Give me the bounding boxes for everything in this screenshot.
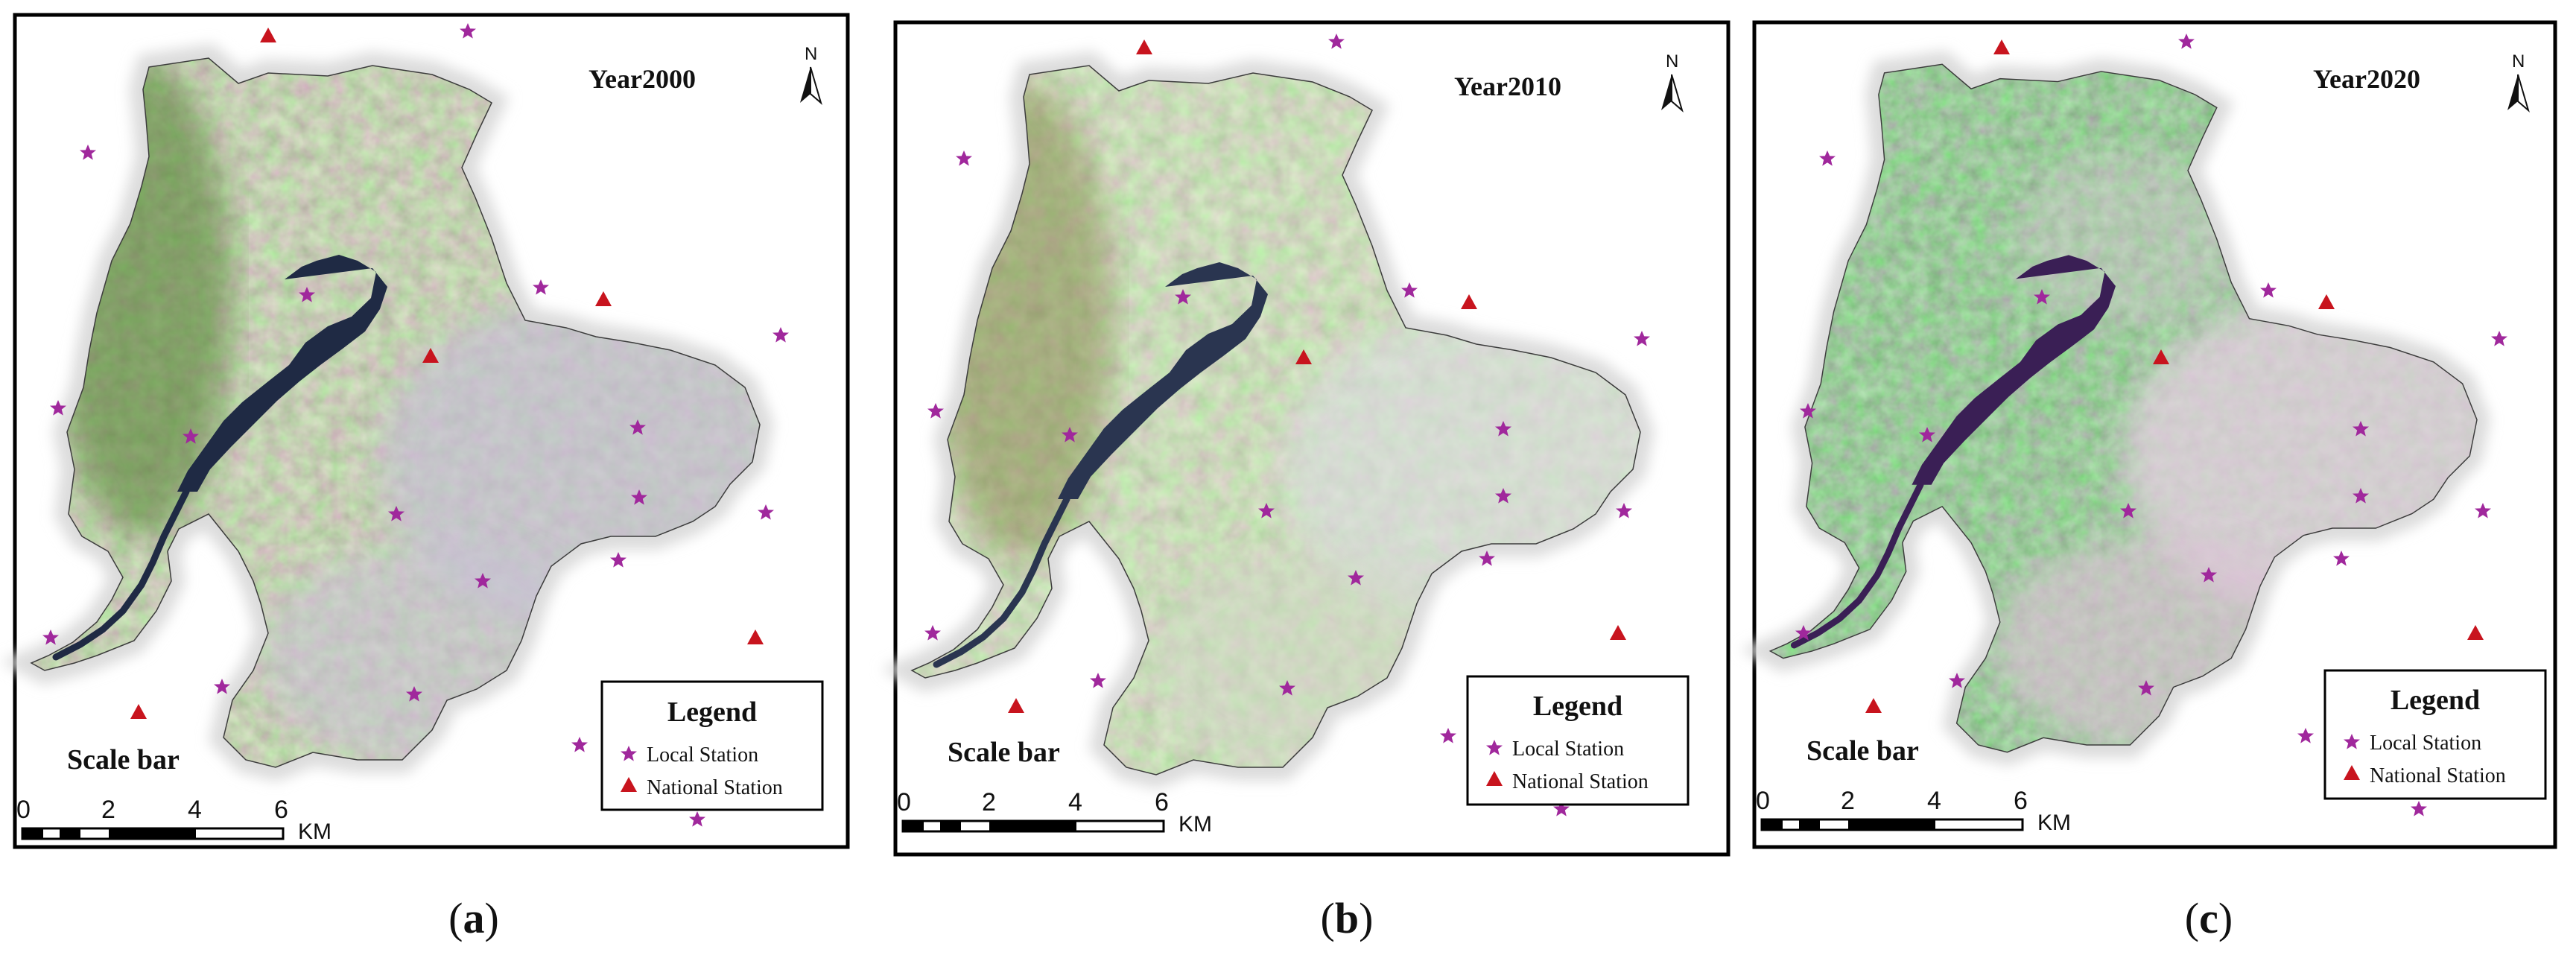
- scale-tick: 0: [16, 796, 31, 824]
- north-arrow-icon: N: [800, 44, 822, 105]
- north-label: N: [805, 44, 817, 64]
- scale-unit: KM: [2037, 811, 2071, 835]
- scale-tick: 4: [1068, 788, 1082, 816]
- scale-bar: Scale bar 0 2 4 6 KM: [16, 744, 331, 844]
- legend: Legend Local Station National Station: [1466, 675, 1690, 806]
- north-arrow-icon: N: [2507, 51, 2530, 112]
- scale-unit: KM: [298, 819, 331, 844]
- legend-title: Legend: [1533, 691, 1622, 722]
- north-label: N: [1666, 51, 1678, 72]
- legend-local-station: Local Station: [2370, 732, 2481, 755]
- legend-national-station: National Station: [1512, 770, 1649, 793]
- legend-local-station: Local Station: [647, 743, 758, 767]
- year-label: Year2020: [2313, 64, 2420, 94]
- year-label: Year2010: [1454, 72, 1561, 101]
- map-panel-b: Year2010 N: [893, 20, 1730, 942]
- legend-national-station: National Station: [2370, 764, 2506, 787]
- scale-tick: 2: [982, 788, 996, 816]
- panel-caption: (b): [1321, 894, 1374, 942]
- panel-caption: (a): [448, 894, 499, 942]
- legend: Legend Local Station National Station: [2323, 669, 2547, 800]
- legend-title: Legend: [2391, 685, 2480, 716]
- map-panel-c: Year2020 N: [1752, 20, 2557, 942]
- map-panel-a: Year2000 N: [13, 13, 850, 942]
- legend: Legend Local Station National Station: [600, 680, 824, 811]
- legend-national-station: National Station: [647, 776, 783, 799]
- scale-bar: Scale bar 0 2 4 6 KM: [897, 737, 1212, 837]
- scale-tick: 6: [274, 796, 288, 824]
- scale-tick: 4: [1927, 787, 1941, 815]
- north-arrow-icon: N: [1661, 51, 1684, 112]
- scale-bar: Scale bar 0 2 4 6 KM: [1756, 735, 2071, 835]
- scale-bar-title: Scale bar: [1806, 735, 1919, 767]
- scale-bar-title: Scale bar: [67, 744, 180, 776]
- year-label: Year2000: [589, 64, 696, 94]
- scale-tick: 6: [2014, 787, 2028, 815]
- scale-bar-title: Scale bar: [948, 737, 1060, 768]
- legend-title: Legend: [667, 697, 757, 728]
- scale-unit: KM: [1178, 812, 1212, 837]
- scale-tick: 0: [897, 788, 911, 816]
- legend-local-station: Local Station: [1512, 738, 1624, 761]
- scale-tick: 0: [1756, 787, 1770, 815]
- scale-tick: 2: [1841, 787, 1855, 815]
- scale-tick: 4: [188, 796, 202, 824]
- scale-tick: 6: [1155, 788, 1169, 816]
- north-label: N: [2512, 51, 2525, 72]
- scale-tick: 2: [101, 796, 115, 824]
- panel-caption: (c): [2185, 894, 2233, 942]
